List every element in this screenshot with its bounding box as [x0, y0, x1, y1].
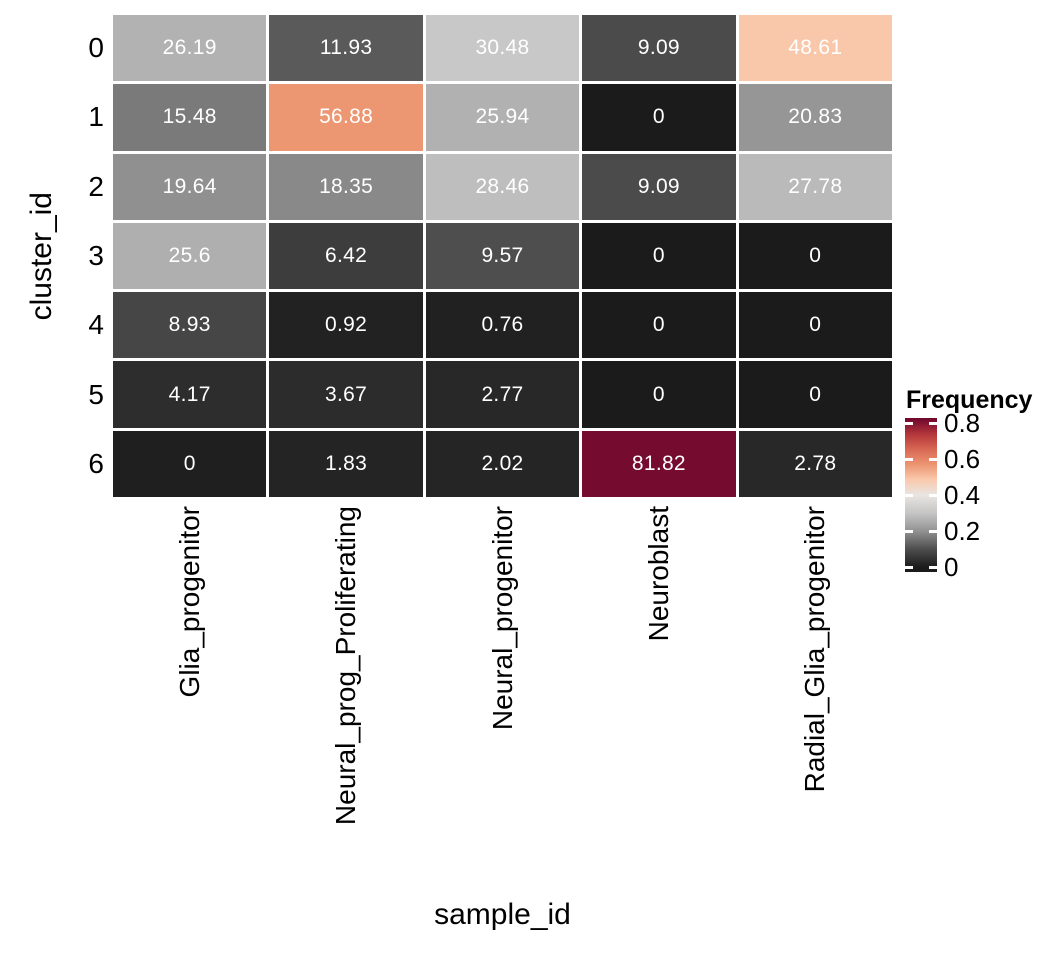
legend-tick-label: 0.4: [944, 480, 981, 510]
heatmap-cell: 56.88: [269, 84, 423, 151]
heatmap-cell: 2.02: [425, 430, 580, 497]
y-tick-label: 4: [88, 309, 104, 341]
heatmap-cell: 0: [582, 84, 736, 151]
legend-tick-mark: [905, 566, 913, 569]
legend-tick-mark: [929, 530, 937, 533]
x-tick-label: Glia_progenitor: [173, 506, 205, 698]
heatmap-cell: 0.92: [269, 292, 423, 359]
y-tick-label: 6: [88, 447, 104, 479]
x-tick-label: Neuroblast: [642, 506, 674, 642]
heatmap-cell: 9.09: [582, 15, 736, 82]
heatmap-cell: 48.61: [738, 15, 892, 82]
heatmap-cell: 81.82: [582, 430, 736, 497]
heatmap-cell: 0: [738, 222, 892, 290]
heatmap-cell: 18.35: [269, 153, 423, 220]
heatmap-cell: 0: [738, 361, 892, 428]
heatmap-cell: 4.17: [113, 361, 267, 428]
heatmap-cell: 0: [113, 430, 267, 497]
heatmap-cell: 15.48: [113, 84, 267, 151]
legend-tick-label: 0: [944, 552, 959, 582]
heatmap-cell: 0: [582, 292, 736, 359]
heatmap-cell: 9.09: [582, 153, 736, 220]
legend-colorbar: [905, 418, 937, 572]
legend-tick-mark: [929, 566, 937, 569]
x-tick-label: Radial_Glia_progenitor: [799, 506, 831, 793]
heatmap-cell: 25.6: [113, 222, 267, 290]
x-axis-title: sample_id: [434, 898, 571, 931]
heatmap-cell: 28.46: [425, 153, 580, 220]
heatmap-cell: 9.57: [425, 222, 580, 290]
legend-tick-mark: [929, 494, 937, 497]
legend-tick-mark: [905, 422, 913, 425]
x-tick-label: Neural_prog_Proliferating: [330, 506, 362, 826]
legend-tick-mark: [929, 458, 937, 461]
heatmap-cell: 0: [738, 292, 892, 359]
x-tick-label: Neural_progenitor: [486, 506, 518, 731]
heatmap-cell: 3.67: [269, 361, 423, 428]
legend-title: Frequency: [906, 386, 1033, 414]
legend-tick-mark: [905, 530, 913, 533]
y-tick-label: 1: [88, 101, 104, 133]
heatmap-cell: 19.64: [113, 153, 267, 220]
legend-tick-mark: [905, 494, 913, 497]
legend: Frequency 0.8 0.6 0.4 0.2 0: [900, 380, 1056, 600]
heatmap-cell: 27.78: [738, 153, 892, 220]
legend-tick-label: 0.8: [944, 408, 981, 438]
heatmap-cell: 26.19: [113, 15, 267, 82]
legend-tick-mark: [905, 458, 913, 461]
heatmap-cell: 30.48: [425, 15, 580, 82]
heatmap-cell: 0.76: [425, 292, 580, 359]
heatmap-cell: 2.78: [738, 430, 892, 497]
heatmap-cell: 20.83: [738, 84, 892, 151]
heatmap-cell: 1.83: [269, 430, 423, 497]
y-tick-label: 2: [88, 170, 104, 202]
heatmap-grid: 26.19 11.93 30.48 9.09 48.61 15.48 56.88 25.94 0…: [113, 15, 892, 497]
legend-tick-label: 0.6: [944, 444, 981, 474]
heatmap-cell: 11.93: [269, 15, 423, 82]
heatmap-cell: 2.77: [425, 361, 580, 428]
y-tick-label: 0: [88, 32, 104, 64]
legend-tick-mark: [929, 422, 937, 425]
heatmap-cell: 0: [582, 222, 736, 290]
heatmap-cell: 8.93: [113, 292, 267, 359]
y-tick-label: 3: [88, 240, 104, 271]
heatmap-cell: 0: [582, 361, 736, 428]
legend-tick-label: 0.2: [944, 516, 981, 546]
heatmap-cell: 25.94: [425, 84, 580, 151]
y-tick-label: 5: [88, 378, 104, 410]
heatmap-cell: 6.42: [269, 222, 423, 290]
